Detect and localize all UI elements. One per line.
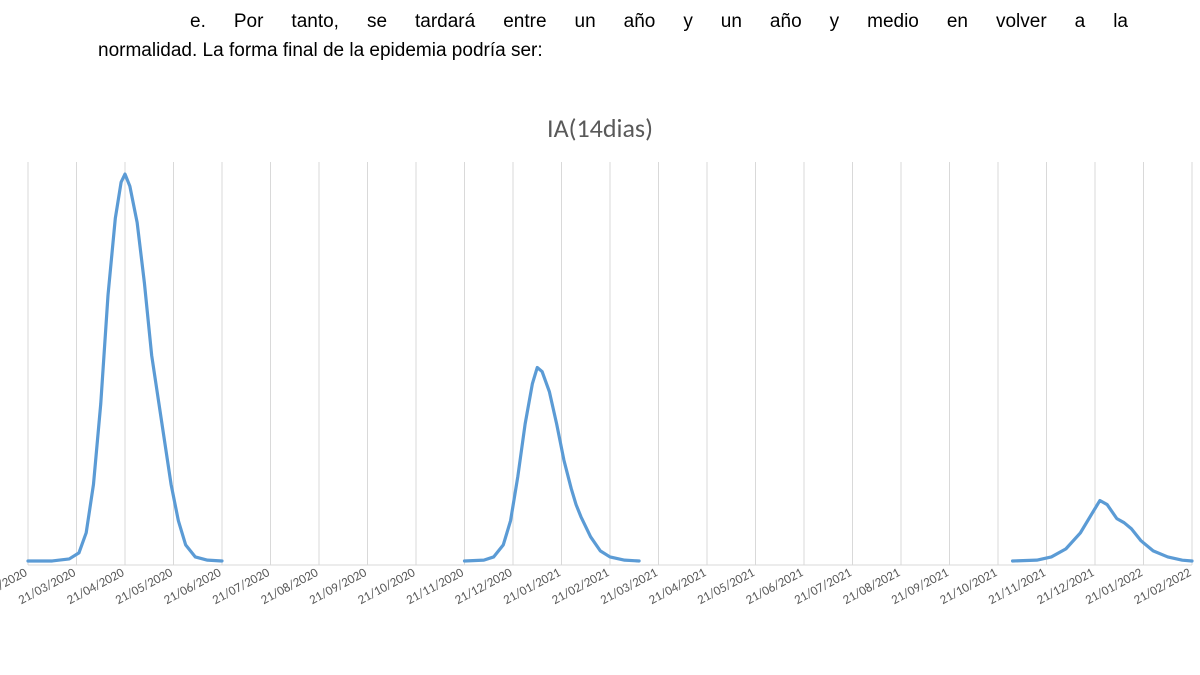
paragraph: e. Por tanto, se tardará entre un año y …: [98, 8, 1128, 65]
chart-container: IA(14dias) 21/02/202021/03/202021/04/202…: [0, 90, 1200, 670]
chart-svg: 21/02/202021/03/202021/04/202021/05/2020…: [0, 90, 1200, 670]
list-marker: e.: [190, 11, 206, 32]
chart-title: IA(14dias): [0, 112, 1200, 144]
series-line: [1013, 501, 1192, 561]
series-line: [465, 368, 640, 561]
paragraph-line1: Por tanto, se tardará entre un año y un …: [234, 11, 1128, 32]
paragraph-line2: normalidad. La forma final de la epidemi…: [98, 37, 1128, 66]
